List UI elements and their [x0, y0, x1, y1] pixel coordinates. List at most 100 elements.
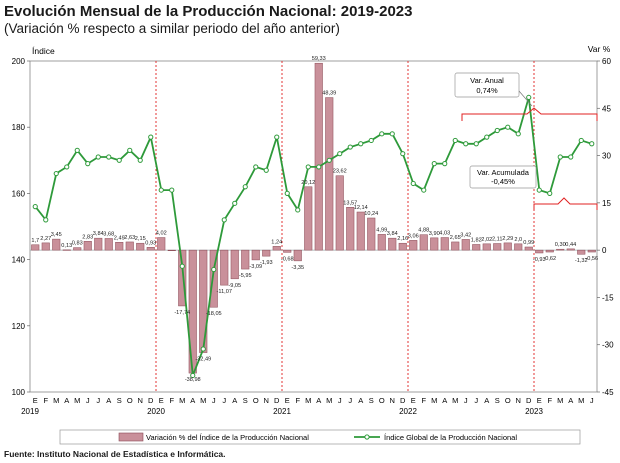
- right-tick-label: -30: [602, 341, 614, 350]
- month-tick-label: J: [338, 396, 342, 405]
- line-point: [358, 141, 364, 147]
- month-tick-label: F: [421, 396, 426, 405]
- month-tick-label: A: [190, 396, 195, 405]
- bar-data-label: -38,98: [185, 377, 201, 383]
- plot-frame: [29, 60, 598, 393]
- line-point: [263, 167, 269, 173]
- bar-data-label: 20,12: [301, 180, 315, 186]
- line-point: [242, 184, 248, 190]
- bar: [94, 237, 103, 251]
- month-tick-label: S: [243, 396, 248, 405]
- bar: [461, 239, 470, 251]
- bar-data-label: 2,11: [492, 237, 502, 243]
- line-point: [473, 141, 479, 147]
- bar-data-label: 3,68: [103, 231, 114, 237]
- bar: [73, 247, 82, 251]
- annual-bracket: [461, 107, 598, 121]
- right-tick-label: 0: [602, 246, 607, 255]
- left-tick-label: 200: [12, 57, 26, 66]
- bar-data-label: 1,82: [471, 237, 482, 243]
- year-label: 2021: [273, 407, 291, 416]
- cumulative-label: Var. Acumulada: [477, 168, 530, 177]
- bar: [493, 243, 502, 251]
- legend-bar-swatch: [118, 432, 144, 442]
- line-point: [452, 137, 458, 144]
- month-tick-label: F: [169, 396, 174, 405]
- month-tick-label: S: [495, 396, 500, 405]
- line-point: [557, 154, 563, 160]
- bar: [377, 234, 386, 251]
- month-tick-label: F: [43, 396, 48, 405]
- month-tick-label: E: [537, 396, 542, 405]
- line-point: [95, 154, 101, 160]
- month-tick-label: O: [379, 396, 385, 405]
- line-point: [347, 144, 353, 150]
- line-point: [200, 346, 206, 352]
- bar: [251, 249, 260, 261]
- bar-data-label: 0,44: [565, 242, 576, 248]
- bar-data-label: -3,09: [249, 264, 262, 270]
- line-point: [127, 147, 133, 153]
- bar: [104, 238, 113, 251]
- line-point: [284, 190, 290, 196]
- chart-title: Evolución Mensual de la Producción Nacio…: [4, 3, 413, 20]
- right-axis-label: Var %: [588, 44, 611, 54]
- month-tick-label: D: [148, 396, 154, 405]
- bar: [262, 249, 271, 257]
- annual-value: 0,74%: [476, 86, 498, 95]
- year-label: 2023: [525, 407, 543, 416]
- year-label: 2020: [147, 407, 165, 416]
- month-tick-label: E: [33, 396, 38, 405]
- bar: [472, 244, 481, 251]
- right-tick-label: 45: [602, 104, 611, 113]
- bar: [545, 249, 554, 253]
- month-tick-label: O: [505, 396, 511, 405]
- bar-data-label: -5,95: [239, 273, 252, 279]
- axes: 100 120 140 160 180 200 -45 -30 -15 0 15 30 45 60 Índi…: [12, 44, 614, 416]
- bar-data-label: 3,45: [51, 232, 62, 238]
- month-tick-label: A: [484, 396, 489, 405]
- bar-data-label: 2,49: [114, 235, 125, 241]
- plot-area: [29, 60, 598, 393]
- bar: [451, 241, 460, 251]
- bar: [440, 237, 449, 251]
- line-point: [484, 134, 490, 140]
- bar-data-label: 3,84: [93, 231, 104, 237]
- bar: [304, 186, 313, 251]
- bar: [314, 62, 323, 251]
- bar: [409, 240, 418, 251]
- bar: [125, 241, 134, 251]
- month-tick-label: J: [464, 396, 468, 405]
- month-tick-label: M: [305, 396, 311, 405]
- line-point: [211, 266, 217, 273]
- line-point: [106, 154, 112, 160]
- line-point: [190, 372, 196, 379]
- bar-data-label: 10,24: [364, 211, 378, 217]
- bar: [167, 249, 176, 251]
- bar: [199, 249, 208, 353]
- bar-data-label: -3,35: [291, 265, 304, 271]
- bar-data-label: -0,68: [281, 256, 294, 262]
- month-tick-label: M: [326, 396, 332, 405]
- month-tick-label: A: [106, 396, 111, 405]
- right-tick-label: 30: [602, 152, 611, 161]
- month-tick-label: J: [212, 396, 216, 405]
- chart-subtitle: (Variación % respecto a similar periodo …: [4, 21, 340, 36]
- right-tick-label: -45: [602, 388, 614, 397]
- bar: [83, 241, 92, 251]
- year-label: 2019: [21, 407, 39, 416]
- bar: [209, 249, 218, 308]
- month-tick-label: D: [526, 396, 532, 405]
- month-tick-label: S: [369, 396, 374, 405]
- month-tick-label: J: [96, 396, 100, 405]
- line-point: [578, 137, 584, 144]
- left-tick-label: 100: [12, 388, 26, 397]
- month-tick-label: M: [200, 396, 206, 405]
- legend-line-label: Índice Global de la Producción Nacional: [384, 433, 517, 442]
- bar: [419, 234, 428, 251]
- bar-data-label: 0,99: [523, 240, 534, 246]
- month-tick-label: E: [159, 396, 164, 405]
- bar-data-label: 12,14: [354, 205, 368, 211]
- line-point: [169, 187, 175, 193]
